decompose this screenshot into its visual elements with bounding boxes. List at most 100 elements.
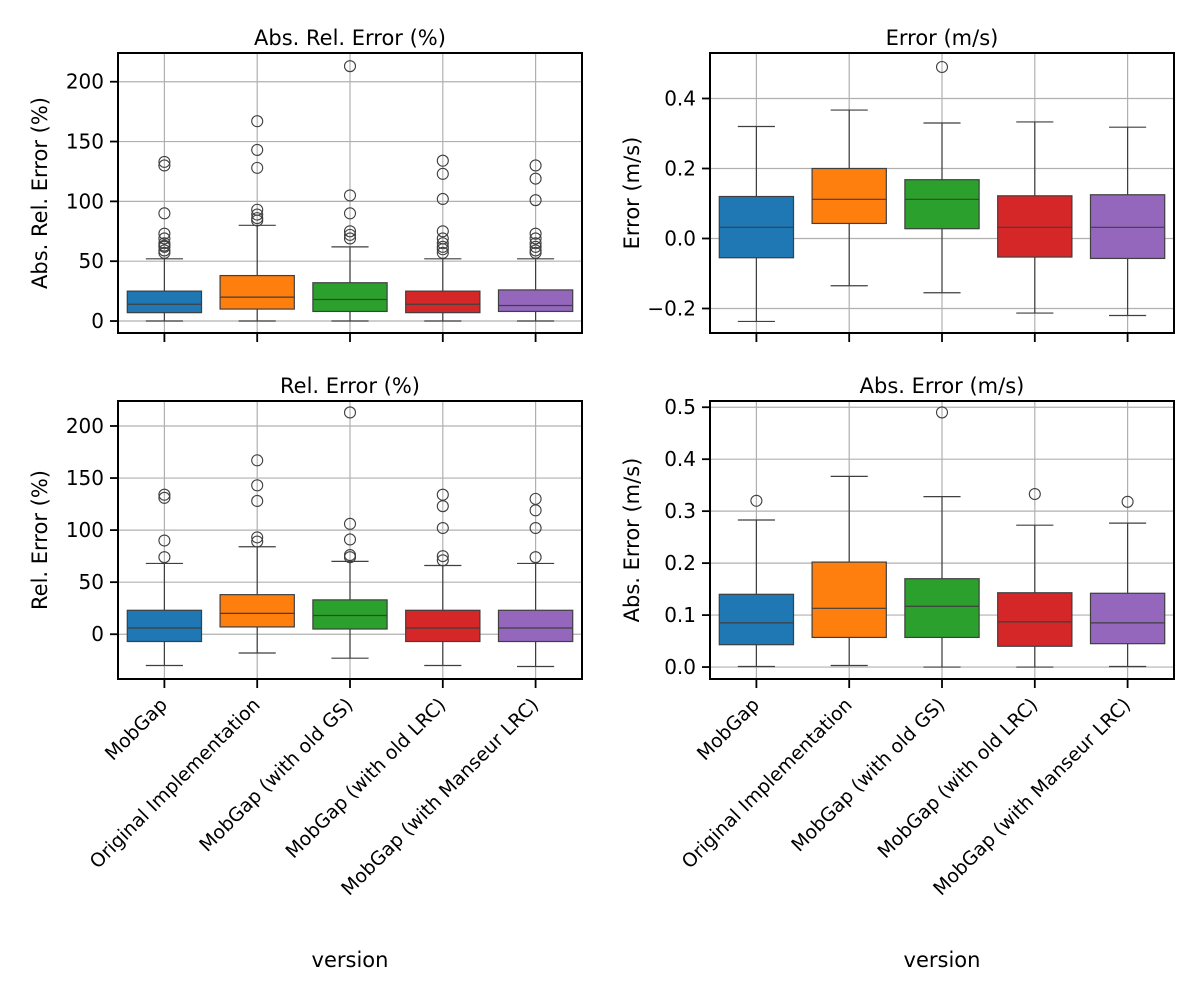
outlier-point xyxy=(251,208,264,221)
iqr-box xyxy=(126,290,203,314)
box-2 xyxy=(811,475,887,667)
outlier-point xyxy=(343,549,357,562)
box-4 xyxy=(405,488,481,667)
iqr-box xyxy=(312,282,388,313)
outlier-point xyxy=(935,60,949,74)
y-tick-label: 100 xyxy=(66,189,104,213)
outlier-point xyxy=(436,154,449,167)
subplot-title: Abs. Error (m/s) xyxy=(860,374,1025,398)
box-2 xyxy=(811,109,887,287)
subplot-title: Error (m/s) xyxy=(886,26,999,50)
box-1 xyxy=(126,155,203,322)
box-4 xyxy=(405,154,481,322)
outlier-point xyxy=(251,161,264,174)
iqr-box xyxy=(1089,592,1166,645)
outlier-point xyxy=(251,535,264,548)
outlier-point xyxy=(251,143,264,156)
x-tick-label: Original Implementation xyxy=(678,694,857,873)
subplot-title: Rel. Error (%) xyxy=(280,374,420,398)
box-4 xyxy=(997,121,1073,314)
y-tick-label: 0.3 xyxy=(664,499,696,523)
outlier-point xyxy=(251,203,264,216)
y-tick-label: 0.1 xyxy=(664,603,696,627)
y-tick-label: 0.4 xyxy=(664,87,696,111)
outlier-point xyxy=(436,246,449,259)
iqr-box xyxy=(219,274,295,310)
outlier-point xyxy=(343,228,357,241)
outlier-point xyxy=(251,494,264,508)
outlier-point xyxy=(251,479,264,492)
y-tick-label: 100 xyxy=(66,518,104,542)
outlier-point xyxy=(1028,487,1041,501)
box-5 xyxy=(497,159,574,322)
outlier-point xyxy=(529,194,542,207)
outlier-point xyxy=(436,192,449,206)
outlier-point xyxy=(1121,495,1134,508)
iqr-box xyxy=(904,179,980,230)
iqr-box xyxy=(904,578,980,639)
outlier-point xyxy=(158,155,171,168)
y-axis-label: Error (m/s) xyxy=(620,137,644,250)
y-tick-label: 0 xyxy=(91,309,104,333)
box-3 xyxy=(312,60,388,322)
outlier-point xyxy=(529,244,542,257)
outlier-point xyxy=(529,227,542,240)
box-2 xyxy=(219,454,295,654)
iqr-box xyxy=(811,167,887,225)
x-tick-label: MobGap (with old LRC) xyxy=(281,694,450,863)
outlier-point xyxy=(436,167,449,180)
outlier-point xyxy=(436,232,449,245)
box-5 xyxy=(497,492,574,668)
y-tick-label: 0 xyxy=(91,622,104,646)
iqr-box xyxy=(497,289,574,313)
box-5 xyxy=(1089,126,1166,317)
outlier-point xyxy=(343,232,357,245)
box-3 xyxy=(312,406,388,659)
box-3 xyxy=(904,406,980,668)
iqr-box xyxy=(811,561,887,639)
iqr-box xyxy=(312,599,388,630)
y-tick-label: 0.4 xyxy=(664,447,696,471)
box-2 xyxy=(219,115,295,322)
outlier-point xyxy=(343,189,357,202)
outlier-point xyxy=(529,521,542,535)
box-1 xyxy=(718,494,795,668)
y-tick-label: 0.5 xyxy=(664,395,696,419)
outlier-point xyxy=(251,531,264,544)
outlier-point xyxy=(158,159,171,172)
iqr-box xyxy=(997,195,1073,258)
y-tick-label: 50 xyxy=(79,570,104,594)
box-4 xyxy=(997,487,1073,668)
outlier-point xyxy=(158,237,171,250)
y-tick-label: 150 xyxy=(66,130,104,154)
outlier-point xyxy=(251,454,264,467)
outlier-point xyxy=(529,551,542,564)
outlier-point xyxy=(158,551,171,564)
iqr-box xyxy=(405,609,481,643)
outlier-point xyxy=(436,240,449,253)
outlier-point xyxy=(436,521,449,535)
y-axis-label: Rel. Error (%) xyxy=(28,470,52,610)
iqr-box xyxy=(718,593,795,646)
outlier-point xyxy=(436,225,449,238)
y-axis-label: Abs. Error (m/s) xyxy=(620,458,644,623)
y-tick-label: 0.2 xyxy=(664,157,696,181)
box-1 xyxy=(126,488,203,667)
outlier-point xyxy=(529,232,542,245)
iqr-box xyxy=(405,290,481,314)
outlier-point xyxy=(158,534,171,547)
outlier-point xyxy=(529,240,542,253)
subplot-2: −0.2 0.0 0.2 0.4 Error (m/s) Error (m/s) xyxy=(620,26,1175,342)
x-tick-label: MobGap xyxy=(101,694,172,765)
outlier-point xyxy=(251,212,264,225)
y-tick-label: 200 xyxy=(66,70,104,94)
x-axis-label: version xyxy=(312,948,389,972)
iqr-box xyxy=(1089,194,1166,260)
x-tick-label: MobGap xyxy=(693,694,764,765)
x-tick-label: Original Implementation xyxy=(86,694,265,873)
outlier-point xyxy=(343,207,357,220)
outlier-point xyxy=(750,494,763,507)
